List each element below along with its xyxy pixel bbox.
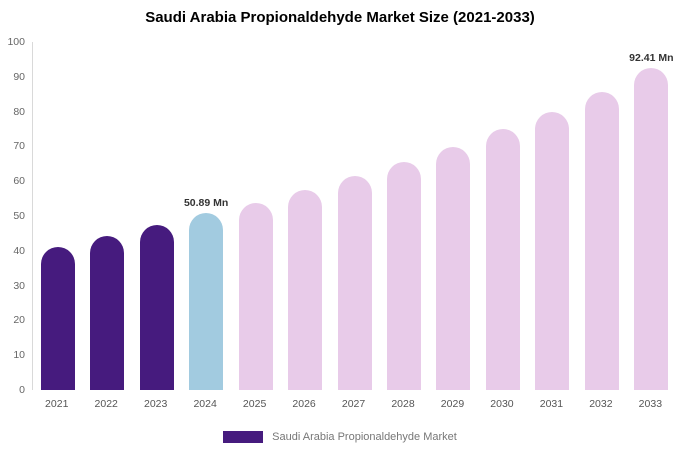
bar	[288, 189, 323, 390]
bar	[584, 91, 619, 390]
bar-column	[330, 42, 379, 390]
y-tick-label: 40	[13, 244, 25, 257]
bar-column	[33, 42, 82, 390]
legend: Saudi Arabia Propionaldehyde Market	[0, 431, 680, 443]
x-axis-label: 2024	[193, 398, 217, 410]
y-tick-label: 60	[13, 175, 25, 188]
x-axis-label: 2025	[242, 398, 267, 410]
bar-column: 50.89 Mn	[181, 42, 230, 390]
x-axis-label: 2028	[391, 398, 415, 410]
value-label: 92.41 Mn	[629, 52, 674, 65]
bar-column	[528, 42, 577, 390]
bar-column	[379, 42, 428, 390]
y-tick-label: 0	[19, 384, 25, 396]
bar-column	[577, 42, 626, 390]
bar-column: 92.41 Mn	[627, 42, 676, 390]
y-tick-label: 10	[13, 349, 25, 362]
bar	[238, 202, 273, 390]
legend-swatch	[223, 431, 264, 443]
bar	[337, 176, 372, 390]
x-axis-label: 2027	[341, 398, 366, 410]
x-axis-label: 2029	[440, 398, 465, 410]
bar	[535, 111, 570, 390]
y-tick-label: 90	[13, 70, 25, 83]
bar	[485, 129, 520, 390]
bar-column	[429, 42, 478, 390]
x-axis-label: 2030	[490, 398, 514, 410]
x-axis-label: 2022	[94, 398, 118, 410]
y-tick-label: 70	[13, 140, 25, 153]
x-axis-label: 2033	[638, 398, 663, 410]
chart-title: Saudi Arabia Propionaldehyde Market Size…	[145, 9, 535, 26]
bar	[634, 68, 669, 390]
x-axis-labels: 2021 2022 2023 2024 2025 2026 2027 2028 2029 2030…	[32, 398, 675, 410]
bar-columns: 50.89 Mn 92.41 Mn	[33, 42, 676, 390]
plot-area: 50.89 Mn 92.41 Mn	[32, 42, 676, 390]
bar	[436, 146, 471, 390]
bar	[189, 212, 224, 390]
y-tick-label: 100	[7, 36, 25, 48]
x-axis-label: 2032	[589, 398, 613, 410]
x-axis-label: 2026	[292, 398, 316, 410]
y-tick-label: 80	[13, 105, 25, 118]
bar	[40, 246, 75, 390]
x-axis-label: 2023	[143, 398, 168, 410]
bar-column	[132, 42, 181, 390]
y-tick-label: 20	[13, 314, 25, 327]
bar	[90, 235, 125, 390]
x-axis-label: 2031	[539, 398, 564, 410]
x-axis-label: 2021	[45, 398, 69, 410]
bar	[139, 224, 174, 390]
y-tick-label: 30	[13, 279, 25, 292]
bar-column	[478, 42, 527, 390]
y-axis: 0 10 20 30 40 50 60 70 80 90 100	[0, 37, 28, 396]
bar-column	[82, 42, 131, 390]
value-label: 50.89 Mn	[183, 196, 229, 209]
bar-column	[231, 42, 280, 390]
bar	[387, 161, 422, 390]
bar-column	[280, 42, 329, 390]
y-tick-label: 50	[13, 210, 25, 222]
legend-label: Saudi Arabia Propionaldehyde Market	[272, 431, 457, 443]
